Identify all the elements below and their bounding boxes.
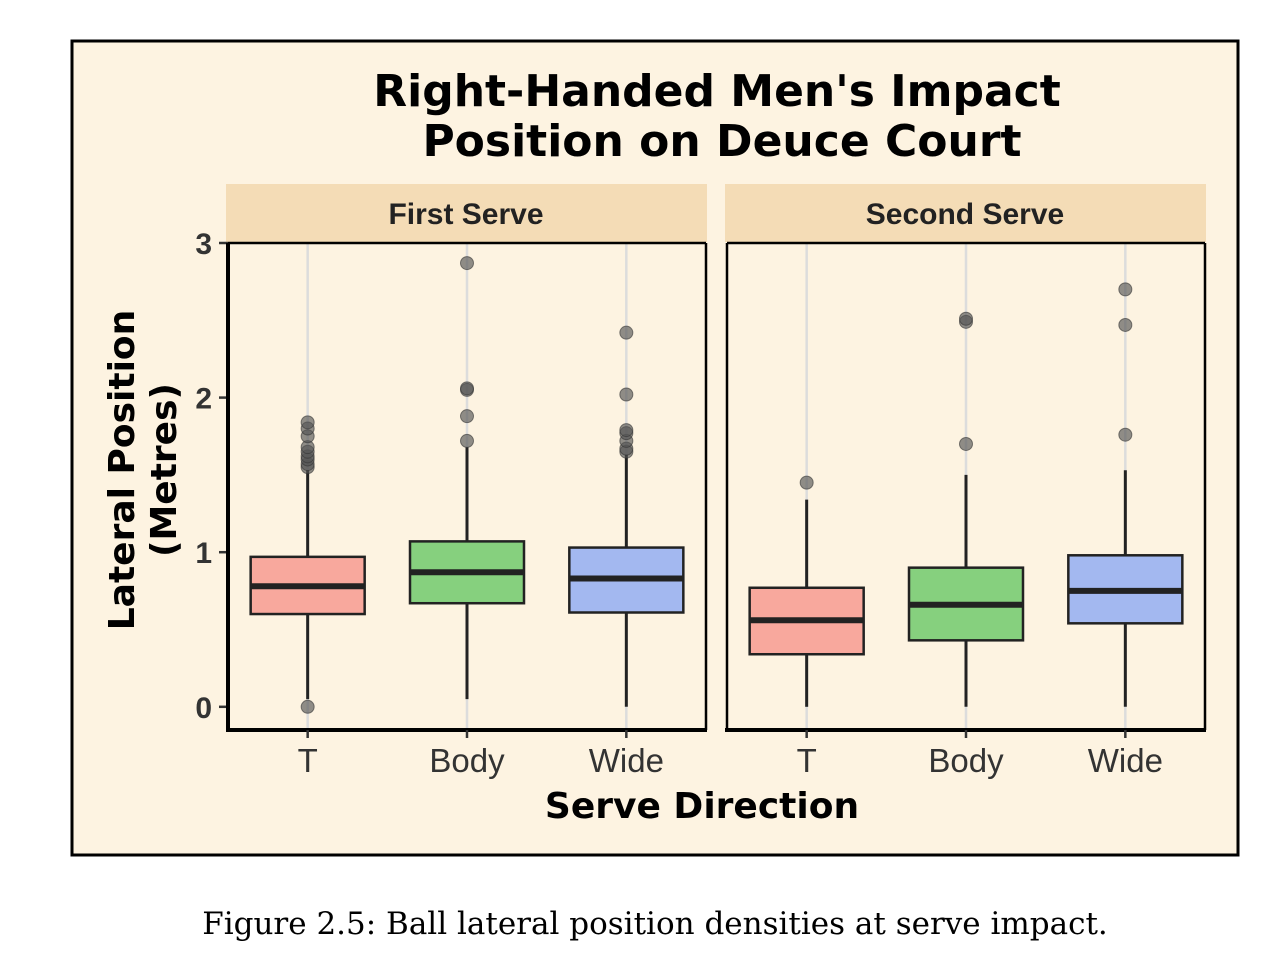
outlier-point [959, 436, 973, 451]
chart-title-line-2: Position on Deuce Court [422, 116, 1021, 167]
panel-strip-second [725, 184, 1206, 242]
y-tick-label: 2 [195, 383, 212, 416]
y-axis-title-line-2: (Metres) [144, 383, 185, 557]
outlier-point [300, 699, 315, 714]
panel-strip-first [226, 184, 707, 242]
outlier-point [1118, 427, 1133, 442]
outlier-point [619, 387, 634, 402]
y-tick-label: 0 [195, 692, 212, 725]
figure-caption: Figure 2.5: Ball lateral position densit… [202, 906, 1108, 942]
y-tick-label: 3 [195, 228, 212, 261]
outlier-point [1118, 317, 1133, 332]
panel-second-serve: T Body Wide [725, 241, 1207, 779]
outlier-point [1118, 282, 1133, 297]
outlier-point [619, 325, 634, 340]
panel-label-first: First Serve [388, 198, 543, 231]
y-tick-label: 1 [195, 537, 212, 570]
outlier-point [460, 433, 474, 448]
x-tick-label: Wide [589, 742, 664, 779]
x-tick-label: Body [429, 742, 505, 779]
outlier-point [460, 256, 474, 271]
y-axis-title: Lateral Position (Metres) [102, 310, 185, 631]
outlier-point [619, 423, 634, 438]
x-tick-label: T [797, 742, 817, 779]
x-tick-label: Body [928, 742, 1004, 779]
plot-background [70, 39, 1240, 857]
panel-first-serve: T Body Wide [226, 241, 708, 779]
x-tick-label: T [298, 742, 318, 779]
outlier-point [460, 409, 474, 424]
outlier-point [799, 475, 814, 490]
x-axis-title: Serve Direction [545, 786, 859, 827]
panel-label-second: Second Serve [866, 198, 1064, 231]
outlier-point [460, 381, 474, 396]
outlier-point [959, 311, 973, 326]
chart-title-line-1: Right-Handed Men's Impact [373, 66, 1061, 117]
x-tick-label: Wide [1088, 742, 1163, 779]
outlier-point [300, 415, 315, 430]
y-axis-title-line-1: Lateral Position [102, 310, 143, 631]
